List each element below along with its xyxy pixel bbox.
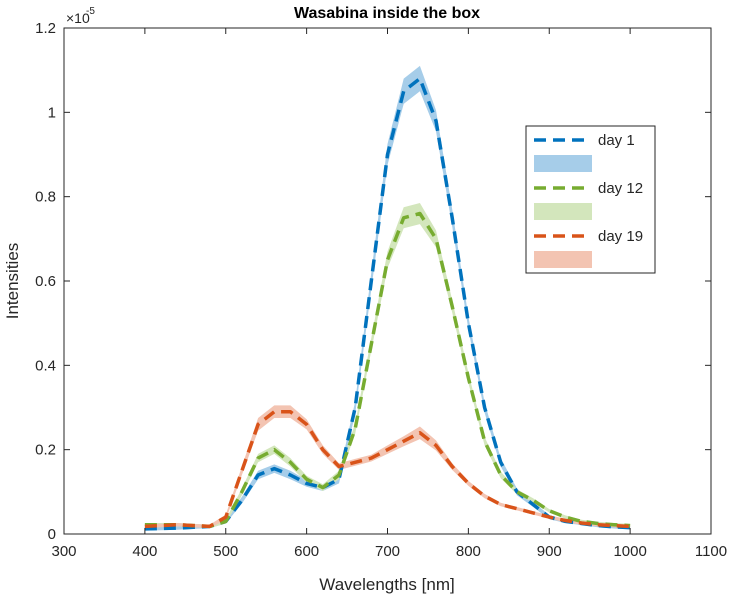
legend-band-swatch-2: [534, 203, 592, 220]
x-axis-label: Wavelengths [nm]: [319, 575, 454, 594]
y-exponent-power: -5: [86, 6, 95, 17]
legend: day 1 day 12 day 19: [525, 125, 656, 274]
x-tick-label: 400: [132, 543, 157, 560]
y-axis-label: Intensities: [3, 243, 22, 320]
x-tick-label: 900: [537, 543, 562, 560]
y-tick-label: 1.2: [35, 20, 56, 37]
legend-box: [525, 125, 656, 274]
y-axis-ticks: 0 0.2 0.4 0.6 0.8 1 1.2: [35, 20, 711, 543]
series-line-2: [144, 211, 631, 529]
legend-label-2: day 12: [598, 180, 643, 197]
chart-title: Wasabina inside the box: [294, 5, 480, 22]
x-tick-label: 800: [456, 543, 481, 560]
y-tick-label: 0.6: [35, 273, 56, 290]
x-tick-label: 1000: [613, 543, 646, 560]
y-exponent-label: ×10 -5: [66, 6, 95, 26]
legend-band-swatch-3: [534, 251, 592, 268]
series-band-1: [144, 65, 631, 531]
y-tick-label: 0: [48, 526, 56, 543]
y-exponent-base: ×10: [66, 10, 90, 26]
legend-label-1: day 1: [598, 132, 635, 149]
legend-band-swatch-1: [534, 155, 592, 172]
x-tick-label: 700: [375, 543, 400, 560]
y-tick-label: 1: [48, 104, 56, 121]
legend-label-3: day 19: [598, 228, 643, 245]
series-line-3: [144, 409, 631, 529]
x-tick-label: 1100: [695, 543, 727, 560]
y-tick-label: 0.2: [35, 442, 56, 459]
x-tick-label: 500: [213, 543, 238, 560]
x-tick-label: 300: [51, 543, 76, 560]
x-axis-ticks: 300 400 500 600 700 800 900 1000 1100: [51, 28, 727, 560]
y-tick-label: 0.4: [35, 357, 56, 374]
series-lines: [144, 76, 631, 531]
x-tick-label: 600: [294, 543, 319, 560]
y-tick-label: 0.8: [35, 189, 56, 206]
